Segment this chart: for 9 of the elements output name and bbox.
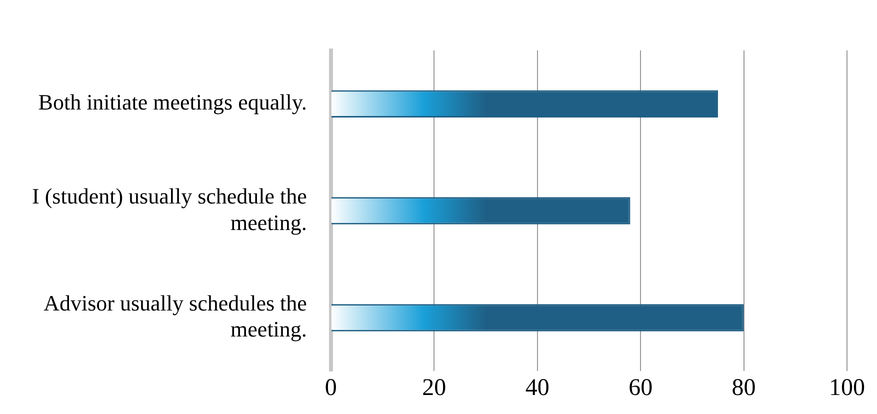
x-tick-label: 0 bbox=[324, 374, 337, 401]
y-tick-label: Both initiate meetings equally. bbox=[38, 90, 307, 115]
x-tick-label: 100 bbox=[829, 374, 865, 401]
y-tick-label: I (student) usually schedule the meeting. bbox=[32, 183, 307, 235]
y-tick-label: Advisor usually schedules the meeting. bbox=[44, 290, 307, 342]
x-tick-label: 60 bbox=[628, 374, 653, 401]
x-tick-label: 20 bbox=[422, 374, 446, 401]
x-tick-label: 40 bbox=[525, 374, 550, 401]
x-tick-label: 80 bbox=[732, 374, 756, 401]
